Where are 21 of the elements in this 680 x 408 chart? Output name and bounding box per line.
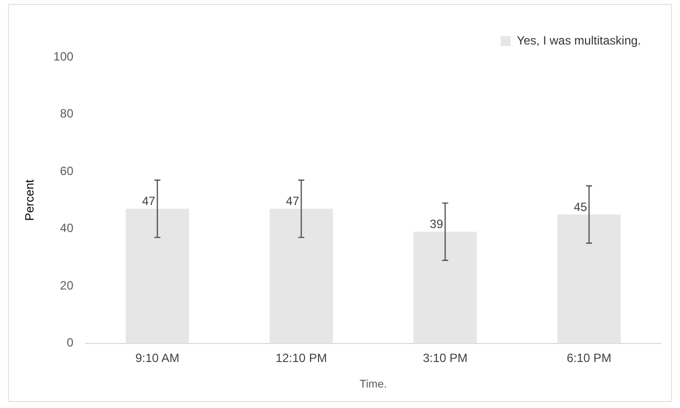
y-tick-label: 60 — [60, 164, 74, 178]
x-axis-title: Time. — [360, 378, 387, 390]
bar — [270, 208, 333, 344]
x-tick-label: 6:10 PM — [566, 350, 612, 365]
x-tick-label: 3:10 PM — [422, 350, 468, 365]
data-label: 47 — [286, 194, 300, 208]
data-label: 45 — [574, 200, 588, 214]
y-tick-label: 0 — [66, 336, 74, 350]
bar — [414, 232, 477, 344]
bar — [557, 214, 621, 344]
data-label: 47 — [142, 194, 156, 208]
x-tick-label: 12:10 PM — [276, 350, 327, 365]
y-axis-title: Percent — [22, 178, 37, 221]
data-label: 39 — [430, 217, 444, 232]
legend-label: Yes, I was multitasking. — [516, 33, 642, 48]
x-tick-label: 9:10 AM — [135, 350, 180, 365]
y-tick-label: 100 — [53, 49, 74, 64]
y-tick-label: 80 — [60, 106, 74, 121]
y-tick-label: 20 — [60, 278, 74, 292]
y-tick-label: 40 — [60, 221, 74, 236]
bar — [126, 208, 190, 344]
